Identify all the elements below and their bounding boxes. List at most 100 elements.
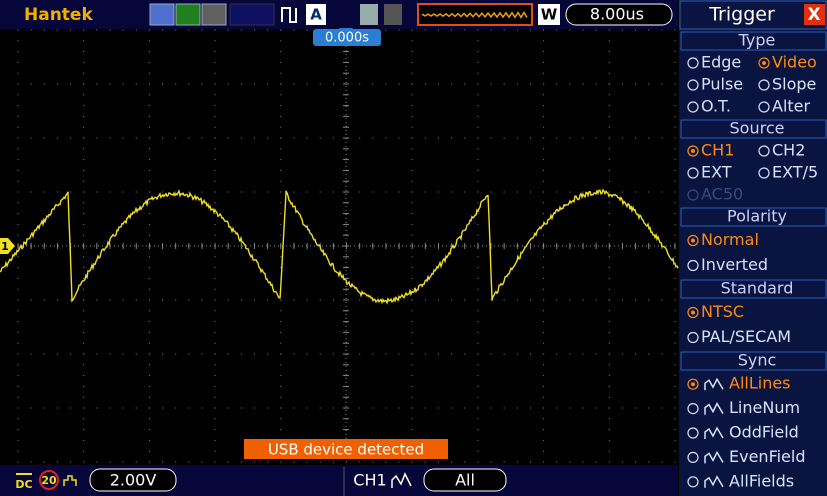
grid-dot [503, 29, 505, 31]
option-label[interactable]: AllLines [729, 374, 791, 393]
radio[interactable] [687, 306, 699, 319]
option-label[interactable]: Pulse [701, 75, 743, 94]
radio[interactable] [687, 234, 699, 247]
close-button[interactable] [804, 4, 825, 25]
radio[interactable] [758, 167, 770, 179]
grid-dot [148, 105, 150, 107]
grid-dot [608, 169, 610, 171]
grid-dot [83, 331, 85, 333]
option-label[interactable]: EXT [701, 163, 732, 182]
section-header [680, 351, 827, 371]
grid-dot [529, 83, 531, 85]
grid-dot [122, 137, 124, 139]
grid-dot [661, 407, 663, 409]
grid-dot [674, 450, 676, 452]
radio[interactable] [758, 57, 770, 69]
grid-dot [254, 29, 256, 31]
radio[interactable] [687, 451, 699, 463]
radio[interactable] [687, 167, 699, 179]
grid-dot [43, 29, 45, 31]
option-label[interactable]: LineNum [729, 398, 800, 417]
grid-dot [516, 137, 518, 139]
option-label[interactable]: O.T. [701, 97, 731, 116]
grid-dot [608, 191, 610, 193]
radio[interactable] [687, 378, 699, 390]
grid-dot [411, 213, 413, 215]
radio[interactable] [687, 101, 699, 113]
grid-dot [674, 299, 676, 301]
grid-dot [280, 29, 282, 31]
grid-dot [227, 353, 229, 355]
grid-dot [280, 342, 282, 344]
grid-dot [332, 353, 334, 355]
radio[interactable] [687, 57, 699, 69]
grid-dot [280, 310, 282, 312]
grid-dot [267, 29, 269, 31]
option-label[interactable]: Slope [772, 75, 816, 94]
w-label: W [541, 6, 558, 24]
option-label[interactable]: EXT/5 [772, 163, 818, 182]
w-button[interactable] [538, 4, 560, 25]
radio [687, 189, 699, 201]
section-header [680, 279, 827, 299]
radio[interactable] [687, 259, 699, 272]
option-label[interactable]: Inverted [701, 255, 768, 274]
grid-dot [477, 126, 479, 128]
radio[interactable] [687, 331, 699, 344]
option-label[interactable]: CH2 [772, 141, 805, 160]
icon[interactable] [306, 4, 326, 25]
option-label[interactable]: EvenField [729, 447, 806, 466]
radio[interactable] [758, 145, 770, 157]
grid-dot [543, 137, 545, 139]
option-label[interactable]: NTSC [701, 302, 744, 321]
option-label[interactable]: PAL/SECAM [701, 327, 791, 346]
coupling: DC [15, 478, 32, 491]
grid-dot [437, 191, 439, 193]
grid-dot [529, 353, 531, 355]
grid-dot [280, 94, 282, 96]
radio[interactable] [687, 145, 699, 157]
grid-dot [674, 180, 676, 182]
bandwidth-limit: 20 [41, 474, 57, 487]
grid-dot [411, 137, 413, 139]
grid-dot [319, 407, 321, 409]
grid-dot [214, 429, 216, 431]
grid-dot [135, 299, 137, 301]
option-label[interactable]: Edge [701, 53, 741, 72]
grid-dot [280, 234, 282, 236]
option-label[interactable]: OddField [729, 423, 799, 442]
grid-dot [319, 299, 321, 301]
section-title: Polarity [727, 207, 787, 226]
option-label[interactable]: AllFields [729, 471, 794, 490]
grid-dot [424, 407, 426, 409]
grid-dot [674, 159, 676, 161]
grid-dot [17, 429, 19, 431]
radio[interactable] [687, 476, 699, 488]
radio[interactable] [758, 101, 770, 113]
grid-dot [661, 137, 663, 139]
grid-dot [17, 223, 19, 225]
grid-dot [608, 331, 610, 333]
radio[interactable] [687, 427, 699, 439]
option-label[interactable]: Alter [772, 97, 811, 116]
grid-dot [595, 137, 597, 139]
grid-dot [477, 450, 479, 452]
grid-dot [214, 234, 216, 236]
grid-dot [608, 299, 610, 301]
radio[interactable] [687, 79, 699, 91]
radio[interactable] [758, 79, 770, 91]
option-label[interactable]: CH1 [701, 141, 734, 160]
grid-dot [529, 29, 531, 31]
grid-dot [214, 72, 216, 74]
grid-dot [148, 375, 150, 377]
grid-dot [411, 202, 413, 204]
grid-dot [280, 353, 282, 355]
radio[interactable] [687, 403, 699, 415]
option-label[interactable]: Video [772, 53, 817, 72]
grid-dot [411, 267, 413, 269]
option-label[interactable]: Normal [701, 230, 759, 249]
grid-dot [148, 321, 150, 323]
grid-dot [17, 234, 19, 236]
grid-dot [254, 353, 256, 355]
grid-dot [280, 223, 282, 225]
